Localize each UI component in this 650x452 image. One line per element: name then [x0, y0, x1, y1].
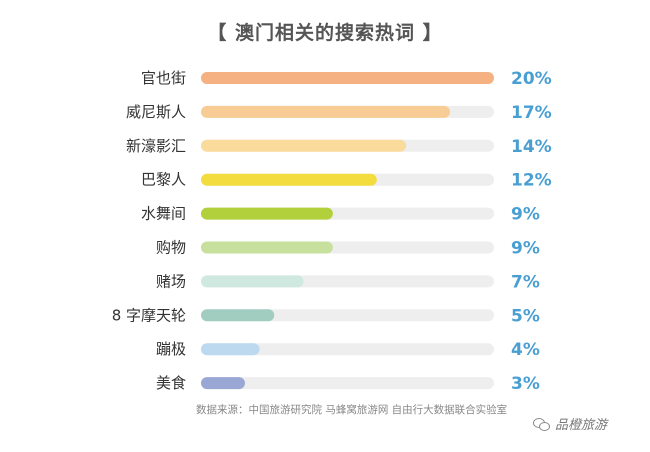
data-source-note: 数据来源：中国旅游研究院 马蜂窝旅游网 自由行大数据联合实验室 — [196, 404, 508, 416]
category-label: 购物 — [156, 239, 186, 257]
category-label: 官也街 — [141, 69, 186, 87]
value-label: 12% — [511, 171, 552, 191]
category-label: 蹦极 — [156, 340, 186, 358]
category-label: 威尼斯人 — [126, 103, 186, 121]
bar — [201, 343, 260, 356]
category-label: 赌场 — [156, 272, 186, 290]
value-label: 4% — [511, 340, 540, 360]
bar — [201, 377, 245, 390]
bar — [201, 275, 304, 288]
bar — [201, 173, 377, 186]
value-label: 3% — [511, 374, 540, 394]
bar — [201, 309, 275, 322]
bar — [201, 105, 451, 118]
value-label: 5% — [511, 306, 540, 326]
bar-track — [201, 343, 494, 356]
value-label: 20% — [511, 69, 552, 89]
value-label: 14% — [511, 137, 552, 157]
category-label: 水舞间 — [141, 205, 186, 223]
bar-track — [201, 309, 494, 322]
value-label: 9% — [511, 205, 540, 225]
category-label: 新濠影汇 — [126, 137, 186, 155]
bar — [201, 139, 407, 152]
value-label: 17% — [511, 103, 552, 123]
watermark-text: 品橙旅游 — [555, 418, 608, 433]
watermark: 品橙旅游 — [533, 414, 607, 433]
value-label: 7% — [511, 272, 540, 292]
category-label: 美食 — [156, 374, 186, 392]
category-label: 8 字摩天轮 — [112, 306, 186, 324]
bar — [201, 241, 333, 254]
value-label: 9% — [511, 239, 540, 259]
wechat-icon — [533, 417, 551, 431]
bar-track — [201, 377, 494, 390]
bar — [201, 72, 494, 84]
chart-title: 【 澳门相关的搜索热词 】 — [207, 22, 443, 44]
category-label: 巴黎人 — [141, 171, 186, 189]
bar — [201, 207, 333, 220]
